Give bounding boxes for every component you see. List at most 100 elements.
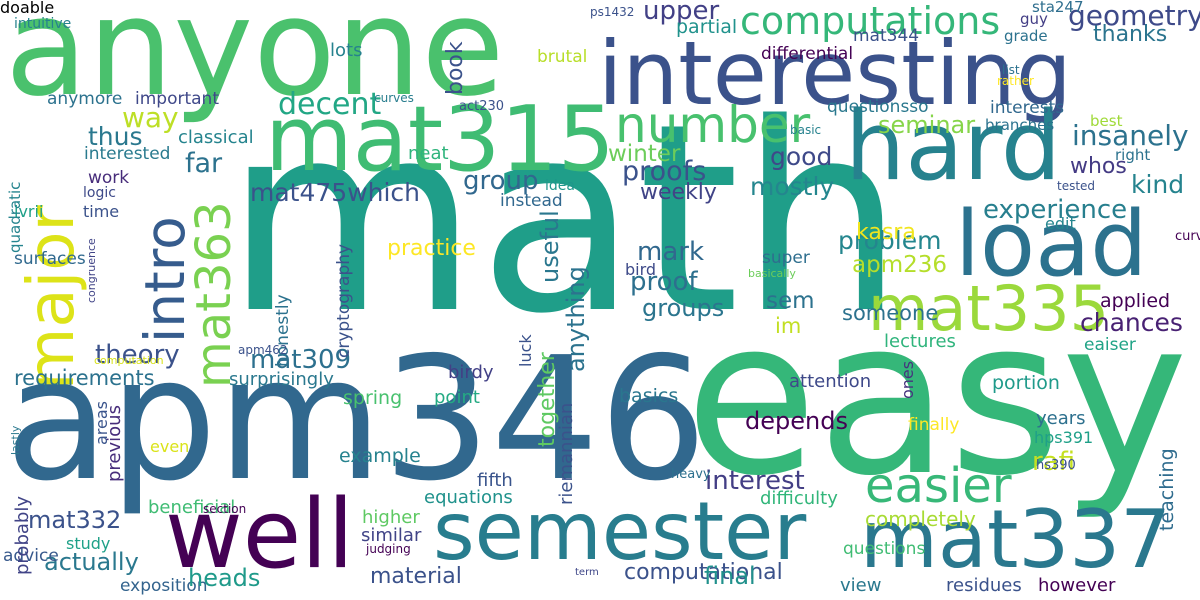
word: rather	[997, 74, 1034, 88]
word: curves	[374, 91, 414, 105]
word: super	[762, 248, 810, 268]
word: hps391	[1034, 428, 1094, 447]
word: heads	[188, 564, 261, 592]
word: quadratic	[6, 181, 24, 253]
word: judging	[366, 542, 411, 556]
word: kind	[1131, 170, 1185, 199]
word: seminar	[878, 111, 976, 139]
word: partial	[676, 16, 738, 38]
word: eaiser	[1084, 335, 1136, 355]
word: anymore	[47, 89, 123, 109]
word: tested	[1057, 179, 1096, 193]
word: idea	[545, 178, 575, 194]
word: way	[122, 101, 179, 134]
word: logic	[83, 185, 116, 201]
word: thus	[88, 122, 143, 151]
word: whos	[1070, 154, 1127, 179]
word: computation	[94, 354, 164, 367]
word: study	[66, 534, 111, 553]
word: completely	[865, 507, 976, 531]
word: applied	[1100, 290, 1171, 312]
word: number	[615, 96, 811, 154]
word: surprisingly	[229, 369, 334, 390]
word: apm346	[5, 321, 708, 519]
word: im	[775, 314, 802, 338]
word: interest	[705, 466, 805, 496]
word: sem	[766, 288, 815, 314]
word: equations	[424, 487, 513, 508]
word: example	[339, 445, 421, 467]
word: hard	[845, 92, 1062, 202]
word: mat309	[250, 345, 352, 375]
word: term	[575, 567, 599, 578]
word: computational	[624, 560, 783, 585]
word: interesting	[598, 22, 1072, 125]
word: material	[370, 564, 462, 589]
word: teaching	[1156, 448, 1178, 531]
word: mostly	[750, 172, 835, 201]
word: attention	[789, 371, 872, 392]
word: exposition	[120, 576, 208, 596]
word: someone	[842, 301, 939, 325]
word: weekly	[640, 180, 717, 205]
word: residues	[946, 575, 1022, 596]
word: edit	[1045, 214, 1076, 233]
word: apm236	[852, 252, 947, 278]
word: lectures	[884, 331, 956, 352]
word: higher	[362, 507, 420, 528]
word: groups	[642, 294, 725, 322]
word: difficulty	[760, 488, 838, 509]
word: interests	[990, 98, 1065, 118]
word: basic	[790, 123, 822, 137]
word: years	[1036, 408, 1086, 429]
word: basics	[619, 385, 679, 407]
word: mat363	[186, 201, 242, 388]
word: kasra	[856, 220, 916, 245]
word: theory	[95, 340, 180, 370]
word: mat332	[28, 506, 122, 534]
word: neat	[408, 143, 449, 164]
word: mat344	[853, 26, 920, 46]
word: easy	[685, 272, 1189, 523]
word: thanks	[1093, 22, 1168, 47]
word: heavy	[671, 467, 711, 482]
word: basically	[748, 267, 796, 280]
word: proof	[630, 267, 698, 297]
word: intuitive	[14, 16, 72, 32]
word: fifth	[477, 470, 513, 491]
word: book	[443, 41, 468, 95]
word: major	[15, 205, 89, 390]
word: birdy	[448, 362, 494, 383]
word: interested	[84, 144, 171, 164]
word: section	[203, 502, 247, 516]
word: decent	[278, 87, 382, 122]
word: however	[1038, 575, 1116, 596]
word: semester	[433, 485, 807, 578]
word: finally	[908, 415, 960, 435]
word: curveball	[1175, 229, 1200, 244]
word: work	[88, 168, 130, 188]
word: beneficial	[148, 497, 236, 518]
word: practice	[387, 236, 476, 261]
word: branches	[985, 116, 1055, 134]
word: important	[135, 89, 219, 109]
word: problem	[838, 226, 942, 255]
word: right	[1115, 146, 1151, 164]
word: requirements	[14, 366, 155, 390]
word: point	[434, 387, 480, 408]
word: similar	[361, 525, 422, 546]
word: far	[185, 148, 223, 179]
word: rafi	[1032, 447, 1075, 477]
word: view	[840, 575, 882, 596]
word: upper	[643, 0, 720, 26]
word: intro	[133, 216, 197, 343]
word: group	[463, 166, 539, 196]
word: ivrii	[14, 202, 44, 221]
word: mat335	[868, 272, 1110, 345]
word: classical	[178, 127, 254, 148]
word: questions	[843, 539, 926, 559]
word: chances	[1080, 308, 1183, 337]
word: time	[83, 202, 120, 221]
word: list	[1002, 63, 1020, 77]
